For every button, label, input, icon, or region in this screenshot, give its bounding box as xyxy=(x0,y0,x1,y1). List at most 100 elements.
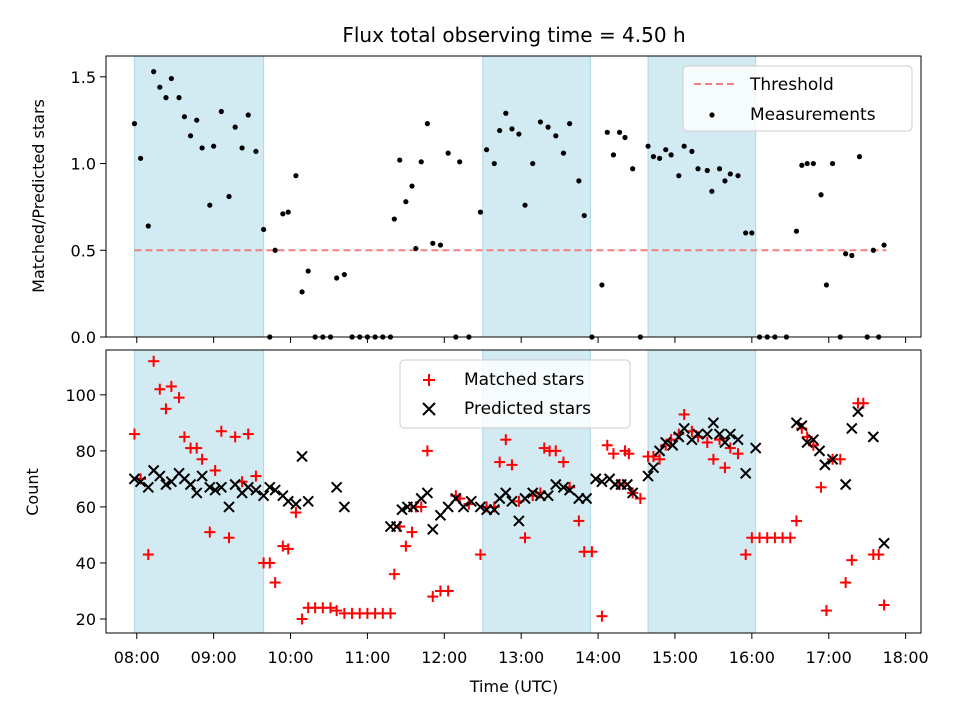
bottom-xtick-label-10: 18:00 xyxy=(883,648,929,667)
measurement-point-87 xyxy=(716,166,723,172)
predicted-point-2 xyxy=(142,481,154,494)
predicted-point-4 xyxy=(154,470,166,482)
predicted-point-47 xyxy=(500,487,512,499)
measurement-point-57 xyxy=(509,126,515,132)
measurement-point-19 xyxy=(253,148,259,155)
measurement-point-52 xyxy=(477,209,484,215)
measurement-point-99 xyxy=(804,160,810,167)
matched-point-93 xyxy=(740,549,752,561)
matched-point-22 xyxy=(269,577,281,589)
matched-point-44 xyxy=(415,501,427,513)
matched-point-100 xyxy=(790,515,802,527)
measurement-point-47 xyxy=(437,242,444,248)
measurement-point-92 xyxy=(749,230,755,236)
measurement-point-39 xyxy=(391,216,397,222)
predicted-point-9 xyxy=(184,478,197,491)
measurement-point-79 xyxy=(663,147,669,153)
bottom-xtick-label-5: 13:00 xyxy=(498,648,544,667)
measurement-point-31 xyxy=(334,275,340,281)
predicted-point-69 xyxy=(660,436,672,449)
matched-point-71 xyxy=(601,439,613,451)
measurement-point-1 xyxy=(137,155,144,161)
predicted-point-90 xyxy=(839,478,852,491)
legend-matched-label: Matched stars xyxy=(464,370,584,390)
measurement-point-56 xyxy=(503,110,509,116)
matched-point-41 xyxy=(400,540,412,552)
bottom-xtick-label-4: 12:00 xyxy=(421,648,467,667)
bottom-axes-frame xyxy=(105,349,922,634)
chart-title: Flux total observing time = 4.50 h xyxy=(342,23,685,47)
top-span-1 xyxy=(482,55,591,338)
matched-point-77 xyxy=(634,493,646,505)
measurement-point-97 xyxy=(793,228,800,234)
matched-point-114 xyxy=(878,599,890,611)
predicted-point-56 xyxy=(563,484,576,496)
bottom-xtick-label-6: 14:00 xyxy=(575,648,621,667)
bottom-legend-box xyxy=(399,359,631,429)
measurement-point-74 xyxy=(630,166,636,172)
matched-point-21 xyxy=(264,557,276,569)
matched-point-8 xyxy=(178,431,190,443)
measurement-point-11 xyxy=(199,145,205,151)
matched-point-10 xyxy=(191,442,203,454)
matched-point-6 xyxy=(165,380,177,392)
matched-point-42 xyxy=(406,526,418,538)
predicted-point-68 xyxy=(653,445,666,457)
measurement-point-55 xyxy=(497,127,503,134)
predicted-point-36 xyxy=(421,487,434,499)
measurement-point-12 xyxy=(207,202,213,208)
matched-point-4 xyxy=(154,383,166,395)
matched-point-19 xyxy=(250,470,262,482)
predicted-point-85 xyxy=(801,436,813,449)
measurement-point-40 xyxy=(397,157,403,163)
predicted-point-13 xyxy=(209,484,221,496)
bottom-xtick-label-0: 08:00 xyxy=(114,648,160,667)
measurement-point-22 xyxy=(272,247,278,253)
measurement-point-26 xyxy=(299,289,305,295)
measurement-point-15 xyxy=(226,193,232,200)
bottom-ytick-label-3: 80 xyxy=(76,442,96,461)
top-ytick-label-2: 1.0 xyxy=(71,155,96,174)
matched-point-57 xyxy=(506,459,518,471)
matched-point-14 xyxy=(215,425,227,437)
measurement-point-62 xyxy=(545,124,551,130)
predicted-point-78 xyxy=(719,436,731,449)
matched-point-55 xyxy=(494,456,506,468)
matched-point-46 xyxy=(427,591,439,603)
measurement-point-83 xyxy=(689,148,695,155)
matched-point-2 xyxy=(142,549,154,561)
matched-point-16 xyxy=(229,431,241,443)
measurement-point-59 xyxy=(522,202,528,208)
predicted-point-88 xyxy=(819,459,831,471)
top-panel: 0.0 0.5 1.0 1.5 Matched/Predicted stars Thr… xyxy=(29,55,922,347)
top-legend-box xyxy=(682,65,913,132)
top-y-axis-label: Matched/Predicted stars xyxy=(29,99,48,293)
predicted-point-64 xyxy=(621,478,633,491)
matched-point-88 xyxy=(707,453,719,465)
predicted-point-81 xyxy=(739,467,752,479)
top-y-ticks: 0.0 0.5 1.0 1.5 xyxy=(71,68,106,347)
matched-point-13 xyxy=(209,464,221,476)
measurement-point-85 xyxy=(704,167,710,174)
predicted-point-29 xyxy=(338,501,351,513)
matched-point-67 xyxy=(573,515,585,527)
predicted-point-45 xyxy=(488,504,500,516)
matched-point-111 xyxy=(857,397,869,409)
measurement-point-24 xyxy=(285,209,291,215)
predicted-point-83 xyxy=(790,417,803,429)
matched-point-12 xyxy=(204,526,216,538)
matched-point-7 xyxy=(173,392,185,404)
predicted-point-43 xyxy=(474,501,487,513)
bottom-ytick-label-2: 60 xyxy=(76,498,96,517)
measurement-point-16 xyxy=(232,124,238,130)
measurement-point-8 xyxy=(181,114,188,120)
predicted-point-42 xyxy=(465,495,477,508)
matched-point-38 xyxy=(384,607,396,619)
matched-point-48 xyxy=(442,585,454,597)
predicted-point-76 xyxy=(707,417,720,429)
legend-threshold-label: Threshold xyxy=(749,75,834,95)
matched-point-107 xyxy=(834,453,846,465)
measurement-point-100 xyxy=(810,160,816,167)
matched-point-23 xyxy=(277,540,289,552)
